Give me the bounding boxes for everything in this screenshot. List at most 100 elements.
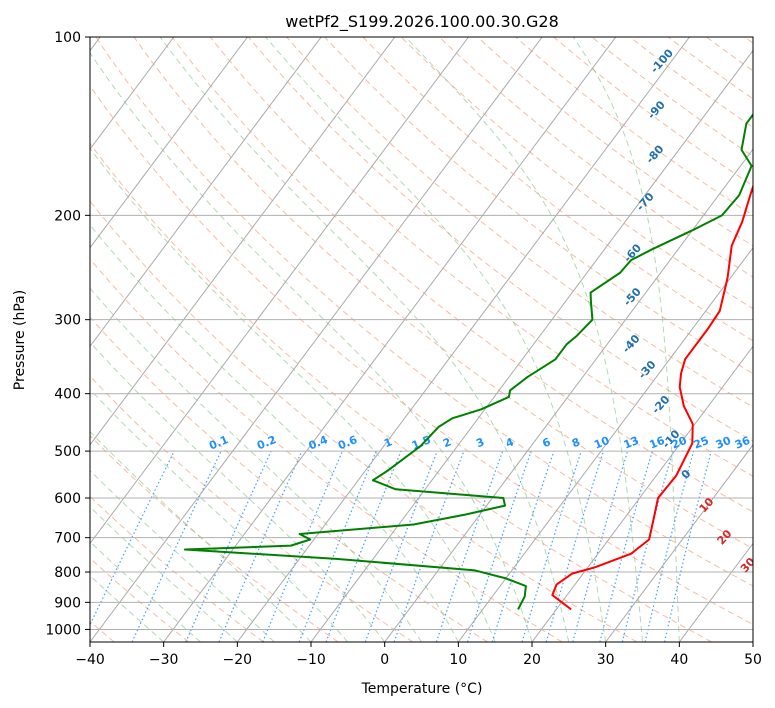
mixing-ratio-line bbox=[298, 450, 377, 642]
dry-adiabat bbox=[248, 37, 753, 442]
mixing-ratio-label: 3 bbox=[474, 435, 486, 450]
y-tick-label: 800 bbox=[54, 565, 81, 581]
moist-adiabat bbox=[90, 506, 238, 642]
dry-adiabat bbox=[438, 37, 753, 278]
plot-area: -100-90-80-70-60-50-40-30-20-10010203040… bbox=[90, 37, 775, 642]
x-tick-label: 20 bbox=[523, 652, 541, 668]
dry-adiabat bbox=[90, 316, 488, 642]
isotherm bbox=[678, 542, 753, 642]
x-tick-label: 10 bbox=[449, 652, 467, 668]
mixing-ratio-line bbox=[364, 450, 438, 642]
dry-adiabat-label: 40 bbox=[756, 584, 775, 604]
moist-adiabat bbox=[265, 37, 607, 642]
moist-adiabat bbox=[90, 51, 533, 642]
mixing-ratio-label: 0.4 bbox=[307, 433, 330, 452]
mixing-ratio-line bbox=[435, 450, 504, 642]
moist-adiabat bbox=[90, 341, 386, 642]
isotherm bbox=[90, 37, 322, 348]
dry-adiabat bbox=[286, 37, 753, 408]
mixing-ratio-label: 2 bbox=[441, 435, 453, 450]
moist-adiabat bbox=[90, 574, 165, 642]
y-tick-label: 700 bbox=[54, 531, 81, 547]
x-tick-label: −20 bbox=[223, 652, 253, 668]
mixing-ratio-label: 16 bbox=[648, 434, 667, 452]
mixing-ratio-label: 13 bbox=[622, 434, 641, 452]
grid-lines bbox=[90, 37, 753, 642]
series-lines bbox=[183, 113, 753, 611]
dry-adiabat bbox=[95, 37, 753, 587]
x-tick-label: −30 bbox=[149, 652, 179, 668]
y-tick-label: 400 bbox=[54, 387, 81, 403]
dry-adiabat bbox=[400, 37, 753, 310]
x-axis-label: Temperature (°C) bbox=[361, 681, 483, 697]
dewpoint-line bbox=[183, 113, 753, 610]
dry-adiabat bbox=[90, 258, 563, 642]
mixing-ratio-label: 0.1 bbox=[207, 433, 230, 452]
isotherm bbox=[90, 37, 175, 151]
isotherm bbox=[90, 37, 396, 446]
mixing-ratio-line bbox=[599, 450, 653, 642]
dry-adiabat-label: -60 bbox=[621, 241, 644, 265]
dry-adiabat bbox=[706, 37, 753, 72]
mixing-ratio-label: 36 bbox=[733, 434, 752, 452]
x-tick-label: 0 bbox=[380, 652, 389, 668]
isotherm bbox=[605, 444, 753, 642]
moist-adiabat bbox=[90, 469, 275, 642]
dry-adiabat bbox=[324, 37, 753, 375]
temperature-line bbox=[551, 183, 753, 611]
moist-adiabat bbox=[90, 287, 422, 642]
dry-adiabat-label: 20 bbox=[715, 527, 735, 547]
mixing-ratio-label: 6 bbox=[541, 435, 553, 450]
dry-adiabat bbox=[90, 375, 414, 642]
moist-adiabat bbox=[90, 541, 201, 642]
dry-adiabat-label: -50 bbox=[621, 285, 644, 309]
dry-adiabat bbox=[209, 37, 753, 477]
mixing-ratio-label: 25 bbox=[692, 434, 711, 452]
moist-adiabat bbox=[405, 37, 643, 642]
isotherm bbox=[236, 37, 690, 642]
dry-adiabat bbox=[90, 85, 753, 626]
plot-frame bbox=[89, 36, 754, 643]
x-tick-label: 40 bbox=[670, 652, 688, 668]
dry-adiabat-label: -40 bbox=[620, 332, 643, 356]
dry-adiabat bbox=[171, 37, 753, 513]
mixing-ratio-line bbox=[218, 450, 303, 642]
mixing-ratio-line bbox=[325, 450, 402, 642]
x-tick-label: −40 bbox=[75, 652, 105, 668]
mixing-ratio-line bbox=[521, 450, 582, 642]
mixing-ratio-label: 0.2 bbox=[255, 433, 278, 452]
mixing-ratio-label: 8 bbox=[570, 435, 582, 450]
mixing-ratio-label: 10 bbox=[592, 434, 611, 452]
moist-adiabat bbox=[90, 147, 496, 642]
isotherm bbox=[163, 37, 617, 642]
chart-title: wetPf2_S199.2026.100.00.30.G28 bbox=[285, 12, 559, 32]
dry-adiabat-label: -80 bbox=[643, 142, 666, 166]
mixing-ratio-line bbox=[491, 450, 555, 642]
dry-adiabat bbox=[133, 37, 753, 550]
dry-adiabat-label: -90 bbox=[645, 98, 668, 122]
x-tick-label: 50 bbox=[744, 652, 762, 668]
isotherm bbox=[384, 148, 753, 642]
y-tick-label: 300 bbox=[54, 313, 81, 329]
isotherm bbox=[90, 37, 469, 545]
isotherm bbox=[90, 37, 543, 642]
dry-adiabat bbox=[90, 142, 712, 642]
mixing-ratio-line bbox=[393, 450, 465, 642]
dry-adiabat bbox=[90, 200, 638, 642]
y-axis: 100 200 300 400 500 600 700 800 900 1000 bbox=[45, 30, 90, 638]
mixing-ratio-line bbox=[572, 450, 629, 642]
dry-adiabat bbox=[362, 37, 753, 342]
dry-adiabat bbox=[90, 557, 190, 642]
isotherm bbox=[457, 246, 753, 642]
dry-adiabat-label: 0 bbox=[679, 467, 694, 482]
isotherm bbox=[310, 49, 753, 642]
mixing-ratio-line bbox=[185, 450, 272, 642]
y-tick-label: 600 bbox=[54, 491, 81, 507]
mixing-ratio-line bbox=[545, 450, 604, 642]
mixing-ratio-label: 0.6 bbox=[336, 433, 359, 452]
y-axis-label: Pressure (hPa) bbox=[12, 290, 28, 390]
y-tick-label: 1000 bbox=[45, 622, 81, 638]
mixing-ratio-label: 20 bbox=[670, 434, 689, 452]
y-tick-label: 500 bbox=[54, 444, 81, 460]
